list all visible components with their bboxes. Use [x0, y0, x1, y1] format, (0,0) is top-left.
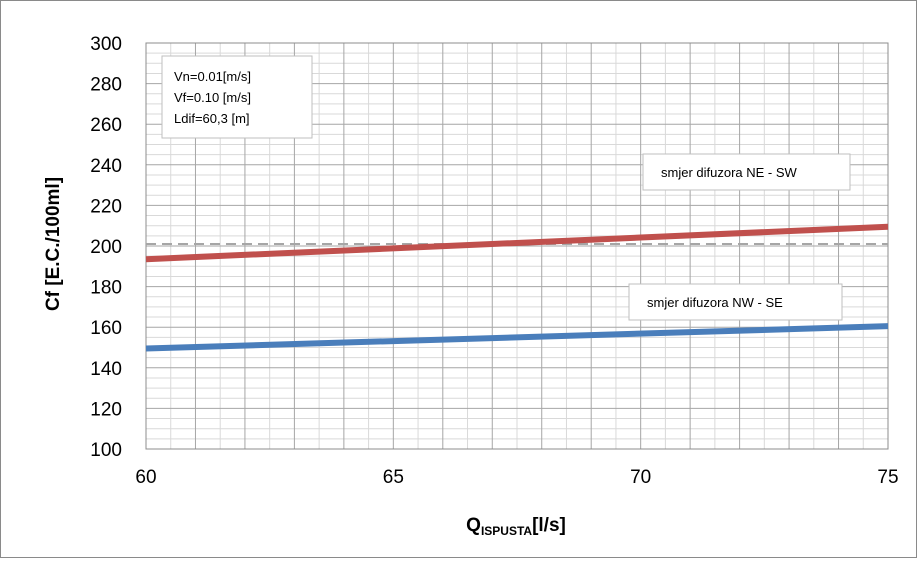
tick-label-layer: 100 120 140 160 180 200 220 240 260 280 300 60 65 70 7… [90, 34, 898, 488]
x-tick-label: 65 [383, 467, 404, 488]
y-tick-label: 180 [90, 278, 122, 299]
y-tick-label: 100 [90, 440, 122, 461]
y-tick-label: 120 [90, 399, 122, 420]
parameter-box: Vn=0.01[m/s] Vf=0.10 [m/s] Ldif=60,3 [m] [161, 55, 313, 139]
param-vn: Vn=0.01[m/s] [174, 69, 251, 84]
y-tick-label: 240 [90, 156, 122, 177]
x-axis-title-main: Q [466, 515, 481, 536]
x-tick-label: 75 [877, 467, 898, 488]
param-ldif: Ldif=60,3 [m] [174, 111, 250, 126]
y-tick-label: 280 [90, 75, 122, 96]
y-axis-title: Cf [E.C./100ml] [43, 177, 64, 311]
series-label-nw-se: smjer difuzora NW - SE [628, 283, 843, 321]
x-axis-title-sub: ISPUSTA [481, 524, 532, 538]
y-tick-label: 260 [90, 115, 122, 136]
x-axis-title-unit: [l/s] [532, 515, 566, 536]
series-label-nw-se-bg [628, 283, 843, 321]
x-tick-label: 70 [630, 467, 651, 488]
x-tick-label: 60 [135, 467, 156, 488]
y-tick-label: 140 [90, 359, 122, 380]
param-vf: Vf=0.10 [m/s] [174, 90, 251, 105]
parameter-box-bg [161, 55, 313, 139]
series-layer [145, 223, 889, 352]
series-label-ne-sw-text: smjer difuzora NE - SW [661, 165, 798, 180]
x-axis-title: QISPUSTA[l/s] [466, 515, 566, 538]
y-tick-label: 220 [90, 196, 122, 217]
y-tick-label: 300 [90, 34, 122, 55]
plot-area-border [145, 42, 889, 450]
y-tick-label: 200 [90, 237, 122, 258]
series-label-ne-sw: smjer difuzora NE - SW [642, 153, 851, 191]
series-line-nw-se [145, 323, 889, 352]
y-tick-label: 160 [90, 318, 122, 339]
series-label-nw-se-text: smjer difuzora NW - SE [647, 295, 783, 310]
series-line-ne-sw [145, 223, 889, 263]
series-label-ne-sw-bg [642, 153, 851, 191]
